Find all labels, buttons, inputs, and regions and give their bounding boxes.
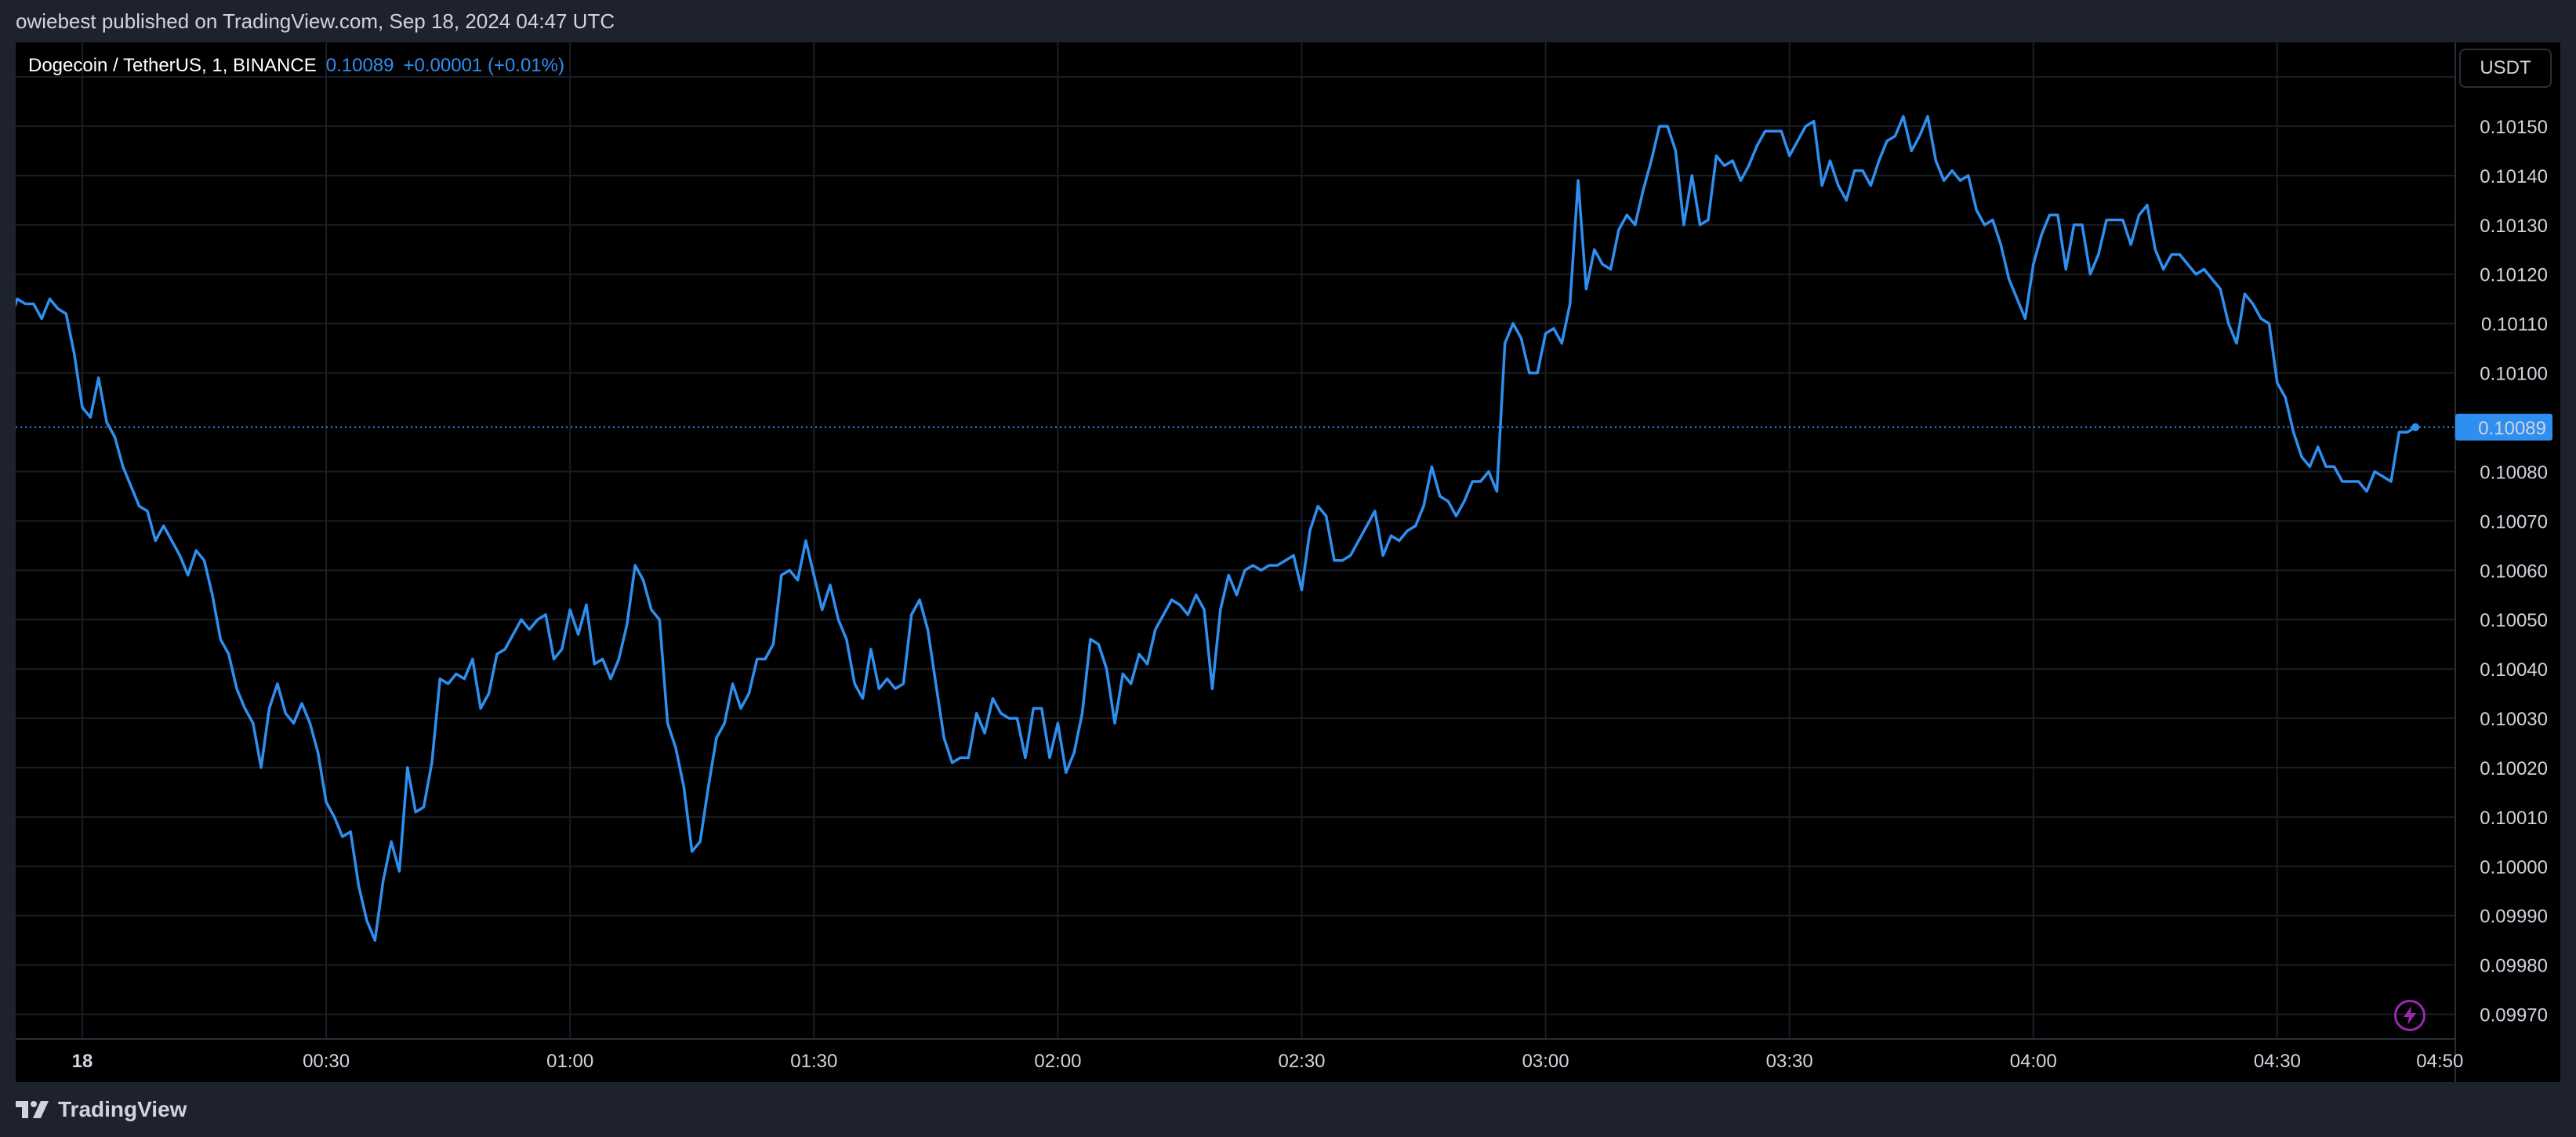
x-tick-label: 01:00: [546, 1051, 593, 1072]
x-tick-label: 02:30: [1278, 1051, 1325, 1072]
y-tick-label: 0.10120: [2480, 265, 2548, 286]
y-tick-label: 0.09980: [2480, 956, 2548, 977]
price-chart[interactable]: 0.101600.101500.101400.101300.101200.101…: [16, 42, 2560, 1082]
y-tick-label: 0.10050: [2480, 610, 2548, 631]
y-tick-label: 0.10130: [2480, 216, 2548, 237]
chart-grid: [16, 42, 2455, 1039]
publisher-line: owiebest published on TradingView.com, S…: [16, 9, 615, 33]
y-tick-label: 0.09990: [2480, 906, 2548, 928]
last-price-dot: [2411, 423, 2420, 431]
chart-area[interactable]: 0.101600.101500.101400.101300.101200.101…: [16, 42, 2560, 1082]
publisher-bar: owiebest published on TradingView.com, S…: [0, 0, 2576, 42]
y-tick-label: 0.10080: [2480, 462, 2548, 483]
lightning-bolt-icon[interactable]: [2394, 1000, 2425, 1031]
y-tick-label: 0.10010: [2480, 808, 2548, 829]
x-tick-label: 18: [72, 1051, 93, 1072]
x-tick-label: 04:30: [2254, 1051, 2301, 1072]
x-tick-label: 00:30: [303, 1051, 350, 1072]
y-tick-label: 0.10150: [2480, 117, 2548, 138]
price-series-line: [16, 114, 2417, 942]
y-axis: 0.101600.101500.101400.101300.101200.101…: [2480, 67, 2548, 1026]
x-tick-label: 01:30: [790, 1051, 837, 1072]
symbol-title: Dogecoin / TetherUS, 1, BINANCE: [28, 55, 317, 76]
tradingview-logo-icon: [16, 1101, 49, 1118]
y-tick-label: 0.10140: [2480, 166, 2548, 187]
y-tick-label: 0.10070: [2480, 511, 2548, 532]
price-series: [16, 114, 2420, 942]
current-price-label: 0.10089: [2478, 418, 2546, 439]
brand-name: TradingView: [58, 1097, 187, 1121]
y-tick-label: 0.10110: [2481, 314, 2548, 336]
price-change: +0.00001 (+0.01%): [403, 55, 565, 76]
y-tick-label: 0.10030: [2480, 709, 2548, 730]
y-tick-label: 0.10020: [2480, 758, 2548, 779]
tradingview-brand[interactable]: TradingView: [16, 1097, 187, 1122]
currency-unit-button[interactable]: USDT: [2459, 49, 2552, 88]
y-tick-label: 0.10060: [2480, 561, 2548, 582]
current-price-badge-bg: [2455, 413, 2552, 441]
lightning-bolt-glyph: [2404, 1006, 2416, 1025]
last-price: 0.10089: [325, 55, 394, 76]
x-tick-label: 02:00: [1034, 1051, 1081, 1072]
current-price-badge: 0.10089: [2455, 413, 2552, 441]
x-tick-label: 03:30: [1766, 1051, 1813, 1072]
y-tick-label: 0.10100: [2480, 364, 2548, 385]
footer-bar: TradingView: [0, 1082, 2576, 1137]
y-tick-label: 0.10000: [2480, 857, 2548, 878]
x-tick-label: 04:50: [2416, 1051, 2463, 1072]
x-axis: 18 00:30 01:00 01:30 02:00 02:30 03:00 03:30 04:…: [72, 1051, 2464, 1072]
y-tick-label: 0.10040: [2480, 659, 2548, 681]
chart-legend: Dogecoin / TetherUS, 1, BINANCE 0.10089 …: [28, 55, 564, 77]
x-tick-label: 03:00: [1522, 1051, 1569, 1072]
y-tick-label: 0.09970: [2480, 1005, 2548, 1026]
axis-separators: [16, 42, 2456, 1082]
x-tick-label: 04:00: [2010, 1051, 2057, 1072]
